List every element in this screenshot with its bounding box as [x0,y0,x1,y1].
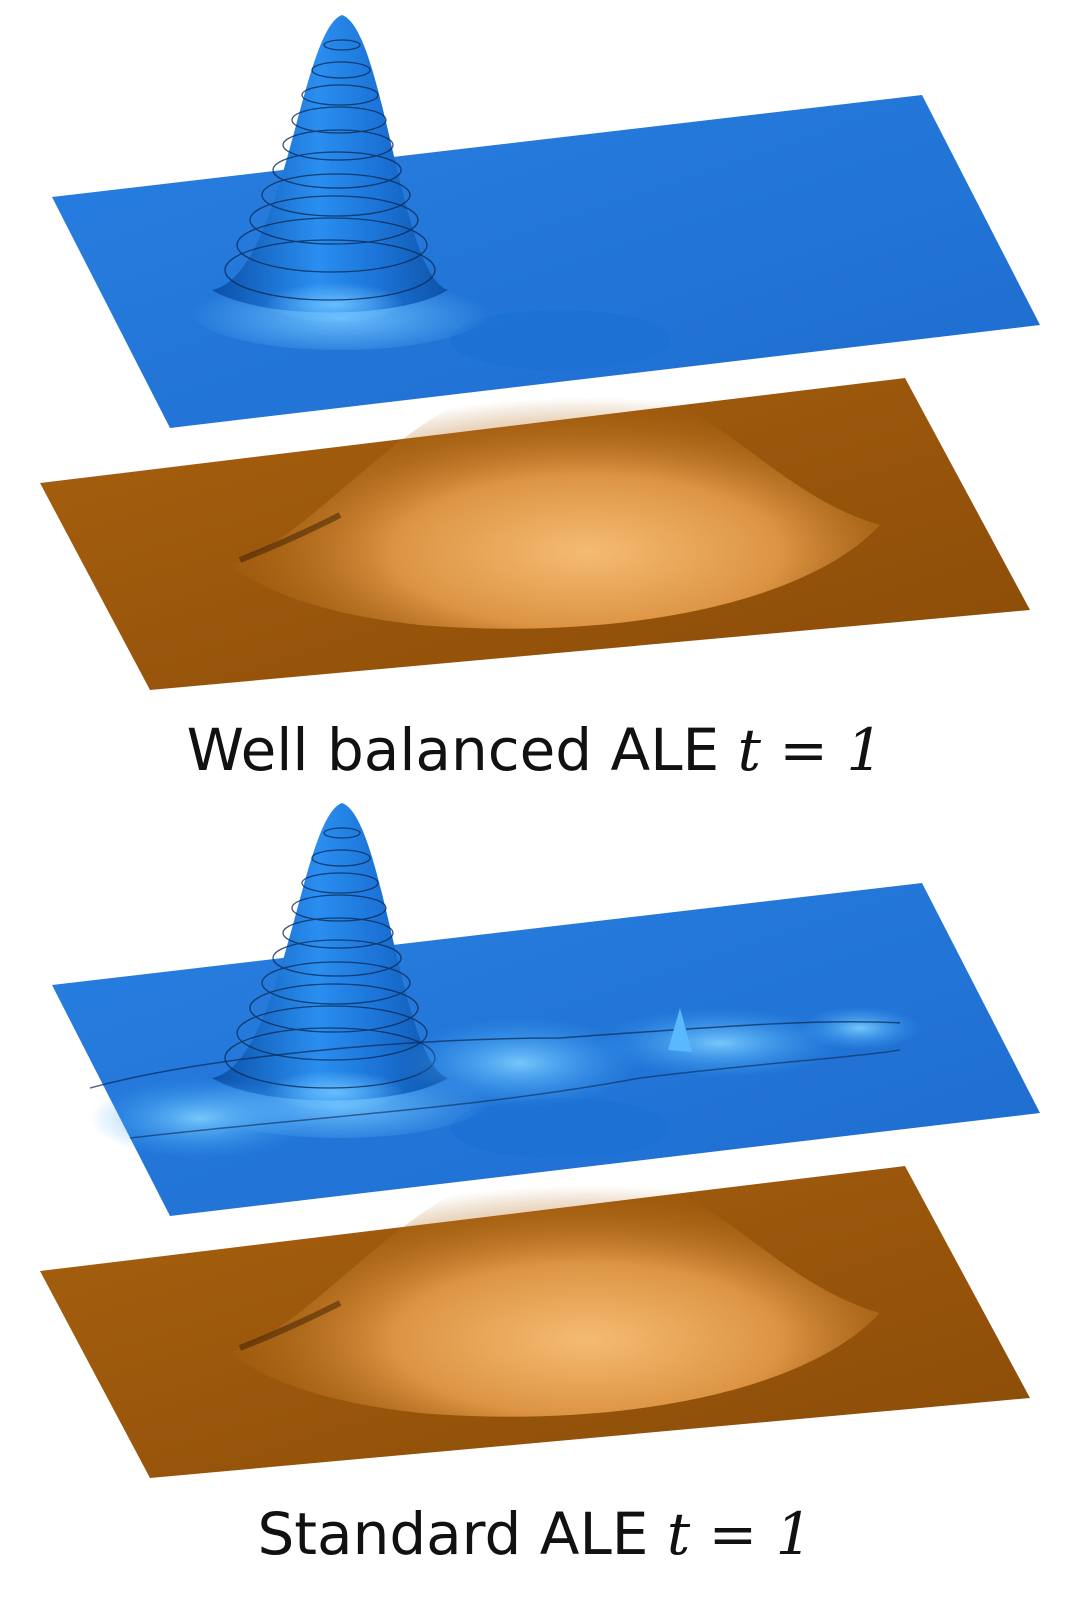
caption-time: t = 1 [738,716,884,784]
panel-caption: Standard ALE t = 1 [257,1500,812,1568]
disturbance [89,1006,920,1158]
caption-text: Standard ALE [257,1500,648,1568]
caption-text: Well balanced ALE [187,716,720,784]
panel: Well balanced ALE t = 1 [40,15,1040,784]
panel-caption: Well balanced ALE t = 1 [187,716,884,784]
panel: Standard ALE t = 1 [40,803,1040,1568]
surface-plot [40,15,1040,690]
caption-time: t = 1 [667,1500,813,1568]
